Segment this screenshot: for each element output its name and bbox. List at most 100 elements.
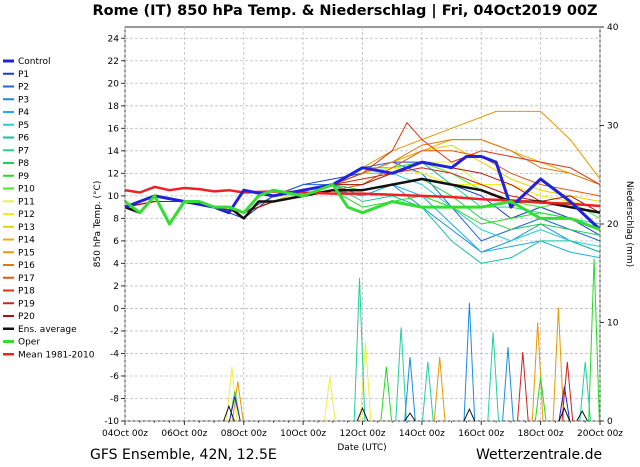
- precip-spike: [380, 366, 393, 421]
- precip-spike: [576, 410, 588, 421]
- legend-label: P13: [18, 223, 35, 233]
- y2-axis-label: Niederschlag (mm): [624, 181, 634, 267]
- series-line-mean-1981-2010: [125, 185, 600, 208]
- x-tick-label: 16Oct 00z: [458, 429, 504, 439]
- legend-label: P9: [18, 172, 29, 182]
- legend-label: P19: [18, 299, 35, 309]
- y-tick-label: -8: [110, 394, 119, 404]
- legend-item: P10: [3, 185, 35, 195]
- legend-label: P6: [18, 134, 29, 144]
- legend-label: P1: [18, 70, 29, 80]
- precip-spike: [531, 322, 544, 421]
- legend-item: P9: [3, 172, 29, 182]
- precipitation-layer: [223, 258, 600, 421]
- x-tick-label: 20Oct 00z: [577, 429, 623, 439]
- y-tick-label: 4: [113, 259, 119, 269]
- legend-label: P15: [18, 248, 35, 258]
- legend-item: P1: [3, 70, 29, 80]
- legend-item: Mean 1981-2010: [3, 350, 95, 360]
- legend-label: P4: [18, 108, 29, 118]
- precip-spike: [359, 342, 372, 421]
- precip-spike: [223, 404, 235, 421]
- precip-spike: [324, 376, 336, 421]
- y-tick-label: 0: [113, 304, 119, 314]
- legend-item: P18: [3, 287, 35, 297]
- legend-item: P19: [3, 299, 35, 309]
- y-tick-label: 2: [113, 282, 119, 292]
- legend-label: P2: [18, 83, 29, 93]
- precip-spike: [433, 356, 446, 421]
- y-tick-label: -4: [110, 349, 119, 359]
- legend-label: P20: [18, 312, 35, 322]
- legend-item: P8: [3, 159, 29, 169]
- x-tick-label: 06Oct 00z: [161, 429, 207, 439]
- y-tick-label: 20: [108, 79, 120, 89]
- y-tick-label: 10: [108, 192, 120, 202]
- legend-item: P15: [3, 248, 35, 258]
- legend-item: Oper: [3, 338, 40, 348]
- legend-item: Control: [3, 57, 51, 67]
- x-tick-label: 18Oct 00z: [518, 429, 564, 439]
- precip-spike: [422, 361, 434, 421]
- legend-item: P6: [3, 134, 29, 144]
- x-ticks: 04Oct 00z 06Oct 00z 08Oct 00z 10Oct 00z 12Oc…: [102, 421, 623, 439]
- y-tick-label: 8: [113, 214, 119, 224]
- y-tick-label: 16: [108, 124, 120, 134]
- legend-item: Ens. average: [3, 325, 77, 335]
- y-tick-label: -2: [110, 327, 119, 337]
- precip-spike: [487, 332, 499, 421]
- precip-spike: [404, 356, 416, 421]
- x-axis-label: Date (UTC): [337, 443, 386, 453]
- chart-title: Rome (IT) 850 hPa Temp. & Niederschlag |…: [92, 3, 597, 19]
- legend-item: P17: [3, 274, 35, 284]
- legend-label: P14: [18, 236, 35, 246]
- series-line-oper: [125, 183, 600, 232]
- legend-label: P3: [18, 95, 29, 105]
- y-tick-label: 12: [108, 169, 119, 179]
- x-tick-label: 08Oct 00z: [221, 429, 267, 439]
- precip-spike: [552, 307, 565, 421]
- legend-label: Ens. average: [18, 325, 77, 335]
- precip-spike: [558, 406, 571, 421]
- precip-spike: [404, 412, 416, 421]
- legend-label: P7: [18, 146, 29, 156]
- legend-item: P7: [3, 146, 29, 156]
- precip-spike: [502, 347, 514, 421]
- y-tick-label: 14: [108, 147, 120, 157]
- y-tick-label: 22: [108, 57, 119, 67]
- y-tick-label: 24: [108, 34, 120, 44]
- legend-item: P2: [3, 83, 29, 93]
- y2-tick-label: 20: [607, 220, 619, 230]
- legend-label: P5: [18, 121, 29, 131]
- footer-right: Wetterzentrale.de: [476, 447, 602, 463]
- legend-item: P5: [3, 121, 29, 131]
- y2-tick-label: 10: [607, 319, 619, 329]
- y-tick-label: -6: [110, 372, 119, 382]
- legend-label: Control: [18, 57, 51, 67]
- y2-tick-label: 0: [607, 417, 613, 427]
- x-tick-label: 10Oct 00z: [280, 429, 326, 439]
- legend-label: P8: [18, 159, 29, 169]
- precip-spike: [534, 376, 547, 421]
- legend-label: P12: [18, 210, 35, 220]
- precip-spike: [353, 278, 366, 421]
- precip-spike: [232, 381, 244, 421]
- series-layer: [125, 110, 600, 264]
- y-axis-label: 850 hPa Temp. (°C): [93, 181, 103, 268]
- precip-spike: [561, 361, 574, 421]
- legend-label: P16: [18, 261, 35, 271]
- legend-item: P20: [3, 312, 35, 322]
- legend-label: Oper: [18, 338, 40, 348]
- precip-spike: [356, 406, 369, 421]
- y2-ticks: 40 30 20 10 0: [600, 23, 619, 427]
- y-tick-label: 18: [108, 102, 120, 112]
- y-tick-label: 6: [113, 237, 119, 247]
- legend-item: P16: [3, 261, 35, 271]
- precip-spike: [517, 352, 529, 421]
- y-tick-label: -10: [104, 417, 119, 427]
- legend-item: P14: [3, 236, 35, 246]
- legend-item: P13: [3, 223, 35, 233]
- x-tick-label: 12Oct 00z: [339, 429, 385, 439]
